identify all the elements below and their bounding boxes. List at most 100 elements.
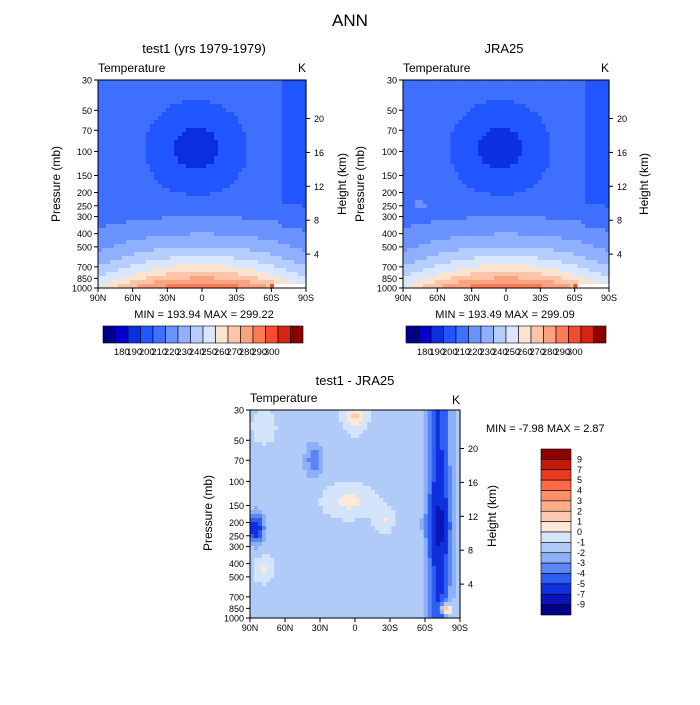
p1-field-cell (593, 108, 598, 113)
p0-field-cell (170, 136, 175, 141)
p1-field-cell (419, 156, 424, 161)
p1-field-cell (447, 160, 452, 165)
p1-field-cell (474, 120, 479, 125)
p0-field-cell (218, 228, 223, 233)
p0-field-cell (262, 248, 267, 253)
p0-field-cell (162, 232, 167, 237)
p1-field-cell (542, 148, 547, 153)
p1-field-cell (443, 112, 448, 117)
p1-field-cell (601, 236, 606, 241)
p1-field-cell (526, 244, 531, 249)
p1-field-cell (443, 148, 448, 153)
p0-field-cell (162, 144, 167, 149)
p1-field-cell (411, 164, 416, 169)
p1-field-cell (443, 108, 448, 113)
p0-field-cell (294, 152, 299, 157)
p1-field-cell (514, 244, 519, 249)
p0-field-cell (198, 220, 203, 225)
p1-field-cell (522, 160, 527, 165)
p0-field-cell (102, 236, 107, 241)
p0-field-cell (218, 172, 223, 177)
p1-field-cell (526, 192, 531, 197)
p0-field-cell (110, 256, 115, 261)
p1-field-cell (486, 148, 491, 153)
p1-field-cell (498, 184, 503, 189)
p1-field-cell (538, 124, 543, 129)
p1-field-cell (490, 100, 495, 105)
p1-field-cell (411, 212, 416, 217)
p0-field-cell (146, 236, 151, 241)
p1-field-cell (427, 192, 432, 197)
p1-field-cell (462, 148, 467, 153)
p0-field-cell (202, 204, 207, 209)
p0-field-cell (214, 88, 219, 93)
p1-field-cell (474, 100, 479, 105)
p1-field-cell (530, 128, 535, 133)
p0-field-cell (134, 136, 139, 141)
p1-field-cell (455, 220, 460, 225)
p0-field-cell (234, 112, 239, 117)
p0-field-cell (106, 196, 111, 201)
p0-field-cell (114, 152, 119, 157)
p1-field-cell (561, 108, 566, 113)
p0-field-cell (174, 88, 179, 93)
p0-field-cell (270, 164, 275, 169)
p1-field-cell (431, 180, 436, 185)
p0-field-cell (266, 168, 271, 173)
p1-field-cell (419, 108, 424, 113)
p1-field-cell (407, 216, 412, 221)
p1-field-cell (573, 212, 578, 217)
p0-field-cell (118, 200, 123, 205)
p0-field-cell (254, 92, 259, 97)
p0-field-cell (146, 256, 151, 261)
p0-field-cell (250, 192, 255, 197)
p1-field-cell (458, 116, 463, 121)
p0-field-cell (226, 228, 231, 233)
p0-field-cell (110, 84, 115, 89)
p1-field-cell (554, 240, 559, 245)
p0-field-cell (174, 168, 179, 173)
p1-field-cell (494, 172, 499, 177)
p0-field-cell (206, 200, 211, 205)
p0-field-cell (298, 148, 303, 153)
p0-field-cell (198, 236, 203, 241)
p1-field-cell (403, 248, 408, 253)
p1-field-cell (466, 88, 471, 93)
p0-field-cell (226, 280, 231, 285)
p0-field-cell (154, 276, 159, 281)
p1-field-cell (589, 180, 594, 185)
p0-field-cell (202, 200, 207, 205)
p0-field-cell (298, 200, 303, 205)
p1-field-cell (526, 116, 531, 121)
p0-field-cell (222, 184, 227, 189)
p1-field-cell (458, 140, 463, 145)
p1-field-cell (439, 148, 444, 153)
p1-field-cell (470, 140, 475, 145)
p1-field-cell (470, 172, 475, 177)
p1-field-cell (538, 100, 543, 105)
p1-field-cell (403, 104, 408, 109)
p0-field-cell (278, 188, 283, 193)
p1-field-cell (577, 184, 582, 189)
p0-field-cell (294, 268, 299, 273)
p0-field-cell (294, 176, 299, 181)
p0-field-cell (178, 264, 183, 269)
p0-field-cell (282, 80, 287, 85)
p0-field-cell (102, 128, 107, 133)
p0-field-cell (222, 100, 227, 105)
p1-field-cell (585, 112, 590, 117)
p0-field-cell (206, 224, 211, 229)
p0-field-cell (158, 104, 163, 109)
p0-field-cell (298, 248, 303, 253)
p0-field-cell (158, 112, 163, 117)
p0-field-cell (290, 124, 295, 129)
p0-field-cell (114, 260, 119, 265)
p0-field-cell (210, 180, 215, 185)
p0-field-cell (122, 280, 127, 285)
p0-field-cell (118, 156, 123, 161)
p1-field-cell (455, 164, 460, 169)
p1-field-cell (530, 152, 535, 157)
p0-field-cell (214, 228, 219, 233)
p0-field-cell (278, 260, 283, 265)
p1-field-cell (470, 216, 475, 221)
